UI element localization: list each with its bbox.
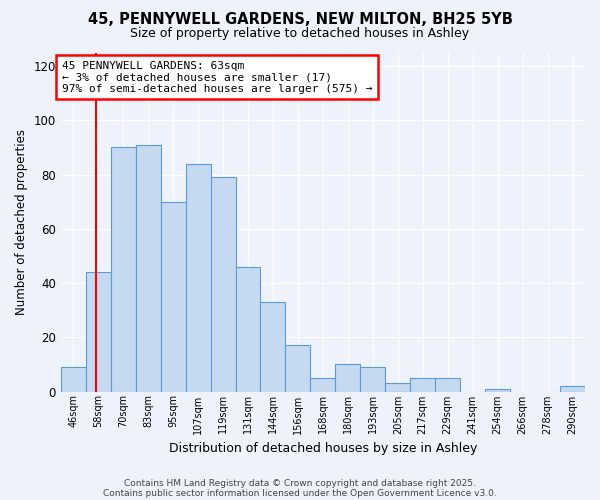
Bar — [161, 202, 185, 392]
Bar — [560, 386, 585, 392]
Bar — [485, 389, 510, 392]
Bar — [286, 346, 310, 392]
Text: Size of property relative to detached houses in Ashley: Size of property relative to detached ho… — [130, 28, 470, 40]
Bar — [435, 378, 460, 392]
Text: 45 PENNYWELL GARDENS: 63sqm
← 3% of detached houses are smaller (17)
97% of semi: 45 PENNYWELL GARDENS: 63sqm ← 3% of deta… — [62, 60, 373, 94]
X-axis label: Distribution of detached houses by size in Ashley: Distribution of detached houses by size … — [169, 442, 477, 455]
Y-axis label: Number of detached properties: Number of detached properties — [15, 129, 28, 315]
Bar — [61, 367, 86, 392]
Bar — [335, 364, 361, 392]
Bar — [310, 378, 335, 392]
Bar — [385, 384, 410, 392]
Bar — [361, 367, 385, 392]
Bar — [185, 164, 211, 392]
Bar — [111, 148, 136, 392]
Text: 45, PENNYWELL GARDENS, NEW MILTON, BH25 5YB: 45, PENNYWELL GARDENS, NEW MILTON, BH25 … — [88, 12, 512, 28]
Bar — [86, 272, 111, 392]
Bar — [236, 267, 260, 392]
Bar — [211, 178, 236, 392]
Text: Contains HM Land Registry data © Crown copyright and database right 2025.: Contains HM Land Registry data © Crown c… — [124, 478, 476, 488]
Bar — [260, 302, 286, 392]
Text: Contains public sector information licensed under the Open Government Licence v3: Contains public sector information licen… — [103, 488, 497, 498]
Bar — [136, 144, 161, 392]
Bar — [410, 378, 435, 392]
